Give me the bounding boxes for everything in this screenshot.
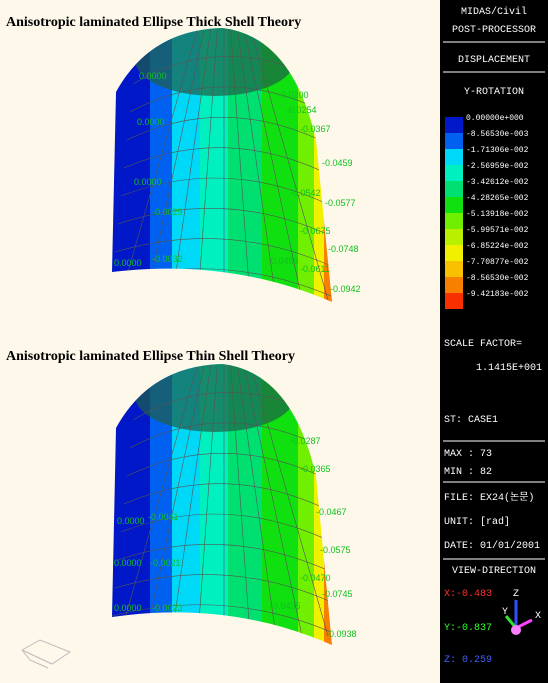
value-label: -0.0611	[300, 264, 330, 274]
value-label: 0.0000	[114, 258, 142, 268]
value-label: -0.0365	[300, 464, 331, 474]
value-label: 0.0000	[114, 558, 142, 568]
max: MAX : 73	[444, 449, 492, 460]
legend-swatch	[445, 133, 463, 149]
value-label: -0.0021	[150, 558, 181, 568]
value-label: 0.0000	[134, 177, 162, 187]
value-label: -0.0542	[290, 188, 321, 198]
value-label: -0.0032	[152, 254, 183, 264]
value-label: 0.0000	[114, 603, 142, 613]
legend-label: -6.85224e-002	[466, 242, 529, 251]
view-z: Z: 0.259	[444, 655, 492, 666]
screen: 0.0000 0.0000 0.0000 0.0000 -0.0032 -0.0029 -0…	[0, 0, 548, 683]
value-label: -0.0575	[320, 545, 351, 555]
view-x: X:-0.483	[444, 589, 492, 600]
value-label: -0.0367	[300, 124, 331, 134]
axis-label: X	[535, 611, 541, 622]
legend-swatch	[445, 229, 463, 245]
date: DATE: 01/01/2001	[444, 540, 540, 552]
legend-label: -2.56959e-002	[466, 162, 529, 171]
legend-label: 0.00000e+000	[466, 114, 524, 123]
legend-label: -5.99571e-002	[466, 226, 529, 235]
value-label: -0.0467	[316, 507, 347, 517]
legend-label: -5.13918e-002	[466, 210, 529, 219]
min: MIN : 82	[444, 467, 492, 478]
value-label: 0.0000	[137, 117, 165, 127]
axis-label: Y	[502, 607, 508, 618]
value-label: -0.0254	[286, 105, 317, 115]
value-label: -0.0287	[290, 436, 321, 446]
result-type: DISPLACEMENT	[458, 55, 530, 66]
legend-swatch	[445, 293, 463, 309]
legend-swatch	[445, 245, 463, 261]
value-label: -0.0942	[330, 284, 361, 294]
value-label: -0.0029	[152, 207, 183, 217]
value-label: -0.0577	[325, 198, 356, 208]
scale-value: 1.1415E+001	[476, 363, 542, 374]
value-label: -0.0435	[270, 601, 301, 611]
value-label: -0.0041	[148, 512, 179, 522]
legend-swatch	[445, 149, 463, 165]
legend-swatch	[445, 213, 463, 229]
legend-label: -1.71306e-002	[466, 146, 529, 155]
file: FILE: EX24(논문)	[444, 491, 534, 504]
value-label: -0.0748	[328, 244, 359, 254]
axis-label: Z	[513, 589, 519, 600]
view-title: Anisotropic laminated Ellipse Thin Shell…	[6, 349, 295, 364]
legend-label: -8.56530e-002	[466, 274, 529, 283]
view-title: Anisotropic laminated Ellipse Thick Shel…	[6, 15, 301, 30]
value-label: -0.0023	[152, 603, 183, 613]
value-label: -0.0675	[300, 226, 331, 236]
legend-swatch	[445, 181, 463, 197]
unit: UNIT: [rad]	[444, 516, 510, 528]
legend-swatch	[445, 165, 463, 181]
legend-swatch	[445, 261, 463, 277]
value-label: -0.0938	[326, 629, 357, 639]
legend-swatch	[445, 117, 463, 133]
value-label: 0.0000	[139, 71, 167, 81]
view-y: Y:-0.837	[444, 623, 492, 634]
value-label: -0.0745	[322, 589, 353, 599]
legend-label: -9.42183e-002	[466, 290, 529, 299]
value-label: -0.0488	[268, 256, 299, 266]
value-label: 0.0000	[117, 516, 145, 526]
component: Y-ROTATION	[464, 87, 524, 98]
legend-label: -8.56530e-003	[466, 130, 529, 139]
view-direction: VIEW-DIRECTION	[452, 566, 536, 577]
value-label: -0.0470	[300, 573, 331, 583]
module: POST-PROCESSOR	[452, 25, 536, 36]
legend-swatch	[445, 197, 463, 213]
legend-swatch	[445, 277, 463, 293]
program: MIDAS/Civil	[461, 6, 527, 18]
legend-label: -7.70877e-002	[466, 258, 529, 267]
value-label: -0.0459	[322, 158, 353, 168]
legend-label: -3.42612e-002	[466, 178, 529, 187]
legend-label: -4.28265e-002	[466, 194, 529, 203]
step: ST: CASE1	[444, 415, 498, 426]
scale-label: SCALE FACTOR=	[444, 339, 522, 350]
value-label: -0.0200	[278, 90, 309, 100]
